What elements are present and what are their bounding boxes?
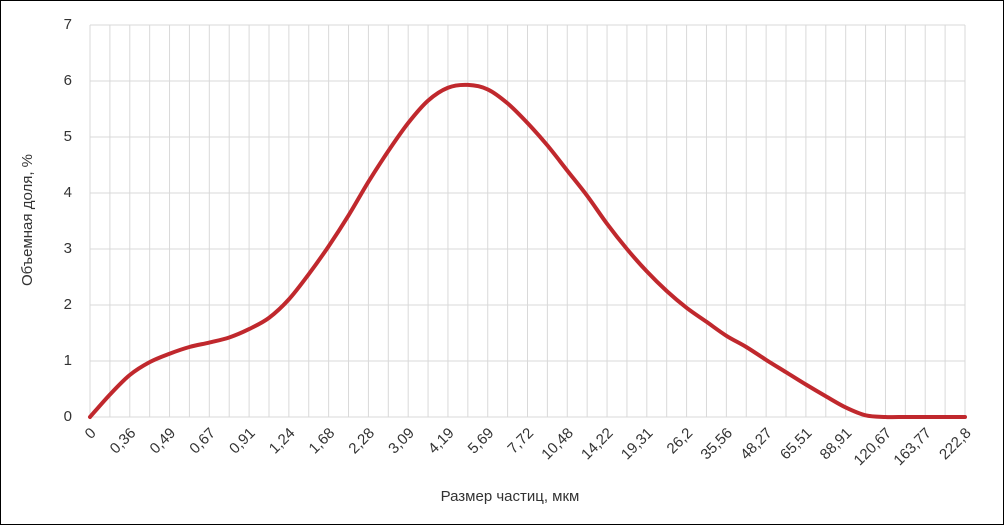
y-tick-label: 2: [64, 296, 72, 313]
y-tick-label: 4: [64, 184, 72, 201]
y-tick-label: 7: [64, 16, 72, 33]
y-tick-label: 6: [64, 72, 72, 89]
y-tick-label: 5: [64, 128, 72, 145]
y-tick-label: 0: [64, 408, 72, 425]
y-tick-label: 1: [64, 352, 72, 369]
line-series: [88, 82, 967, 420]
y-tick-label: 3: [64, 240, 72, 257]
x-axis-title: Размер частиц, мкм: [441, 488, 580, 505]
y-axis-title: Объемная доля, %: [19, 154, 36, 286]
